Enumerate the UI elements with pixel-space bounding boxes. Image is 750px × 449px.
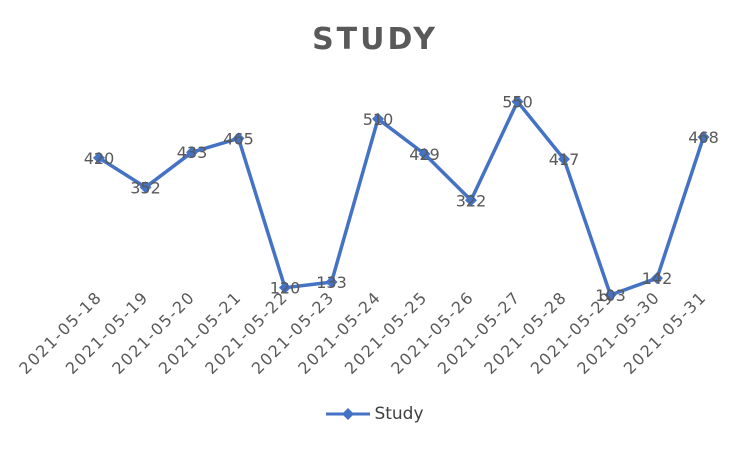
data-label-2021-05-20: 433 (177, 143, 208, 162)
series-line-study (98, 99, 706, 297)
data-label-2021-05-22: 120 (270, 279, 301, 298)
data-point-2021-05-31 (697, 131, 710, 144)
legend: Study (0, 404, 750, 424)
legend-label-study: Study (374, 404, 424, 424)
data-point-2021-05-25 (418, 147, 431, 160)
data-label-2021-05-24: 510 (363, 110, 394, 129)
x-tick-label-2021-05-31: 2021-05-31 (620, 287, 710, 377)
data-point-2021-05-22 (279, 281, 291, 294)
data-point-2021-05-29 (604, 289, 617, 302)
data-label-2021-05-29: 103 (595, 286, 626, 305)
data-point-2021-05-18 (93, 151, 105, 164)
data-label-2021-05-31: 468 (688, 128, 719, 147)
data-label-2021-05-28: 417 (549, 150, 580, 169)
data-point-2021-05-27 (511, 95, 524, 108)
data-label-2021-05-26: 322 (456, 191, 487, 210)
data-label-2021-05-25: 429 (409, 145, 440, 164)
data-label-2021-05-23: 133 (316, 273, 347, 292)
data-point-2021-05-26 (465, 194, 477, 207)
data-point-2021-05-30 (651, 272, 663, 285)
data-point-2021-05-23 (325, 276, 338, 289)
data-point-2021-05-24 (372, 112, 384, 125)
data-point-2021-05-20 (186, 146, 198, 159)
data-point-2021-05-19 (139, 181, 152, 194)
data-point-2021-05-28 (558, 153, 570, 166)
legend-swatch-study (326, 408, 371, 420)
data-point-2021-05-21 (232, 132, 245, 145)
data-label-2021-05-18: 420 (84, 149, 115, 168)
data-label-2021-05-19: 352 (130, 178, 161, 197)
data-label-2021-05-30: 142 (642, 269, 673, 288)
chart-title: STUDY (312, 22, 438, 57)
data-label-2021-05-21: 465 (223, 129, 254, 148)
data-label-2021-05-27: 550 (502, 93, 533, 112)
